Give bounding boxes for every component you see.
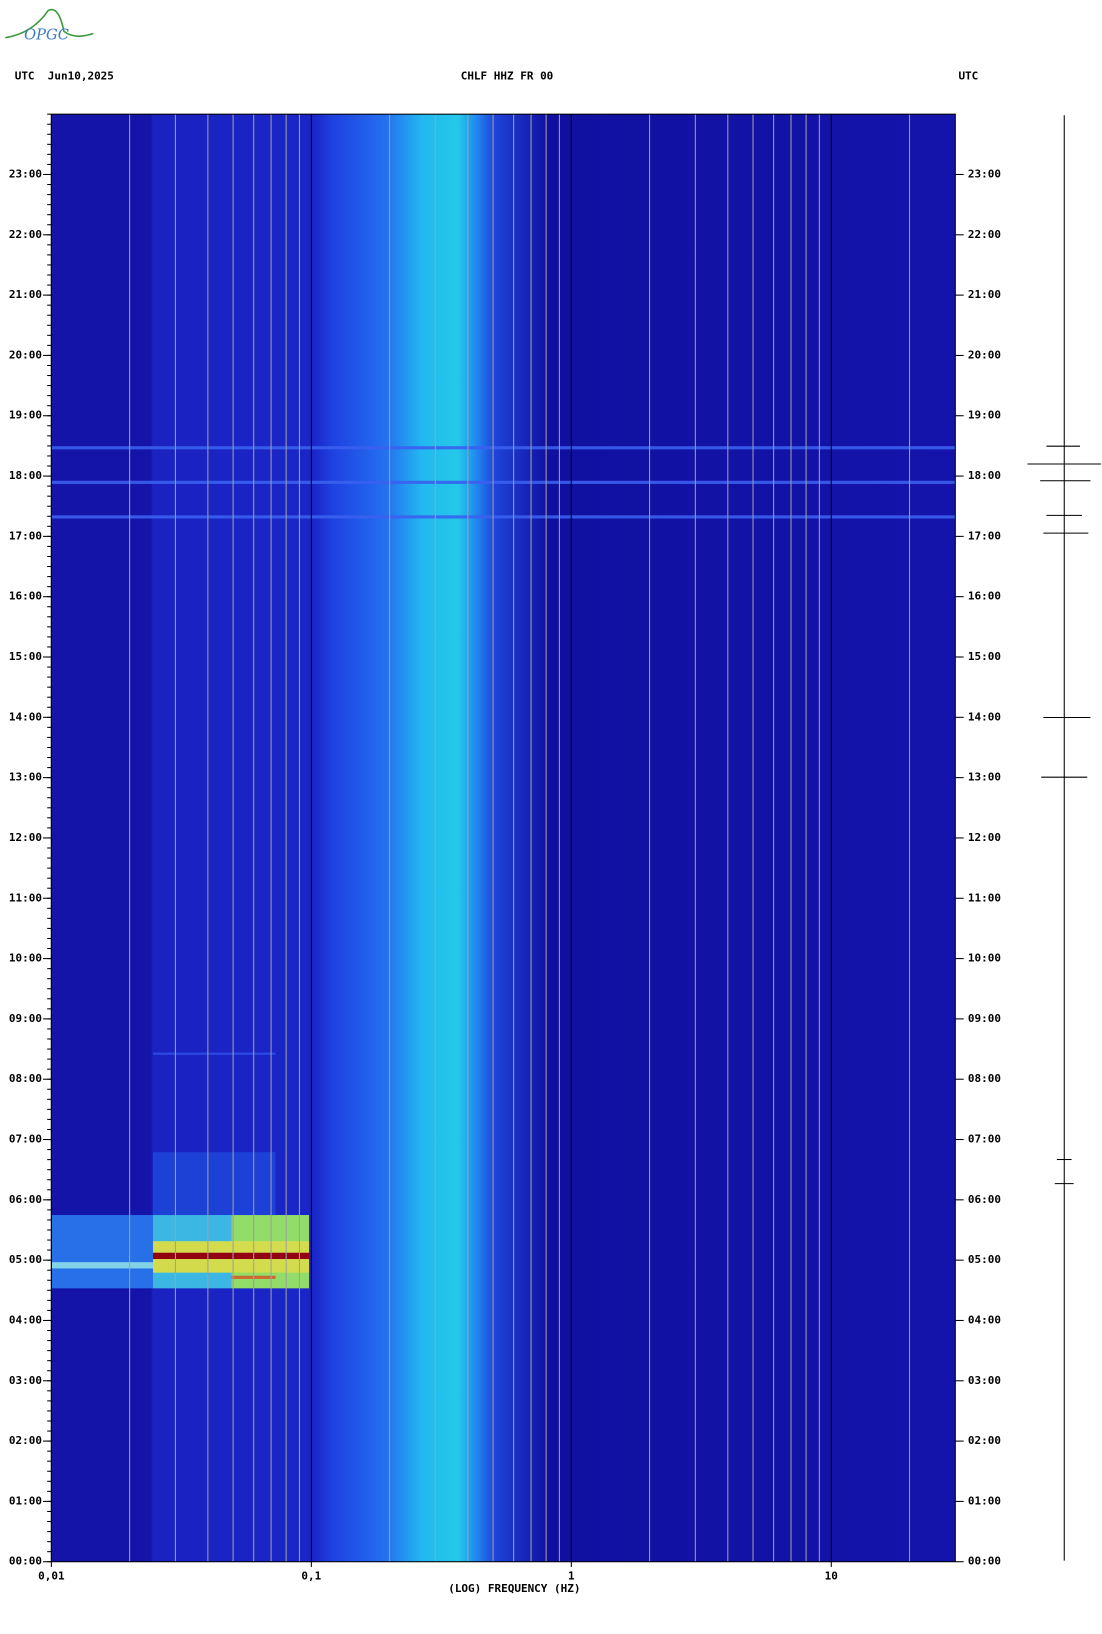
y-tick-label: 07:00	[9, 1133, 42, 1146]
y-tick-label: 19:00	[9, 409, 42, 422]
x-axis-label: (LOG) FREQUENCY (HZ)	[448, 1582, 580, 1595]
spectrogram	[51, 114, 956, 1562]
y-tick-label: 22:00	[9, 228, 42, 241]
y-tick-label-right: 21:00	[968, 288, 1001, 301]
y-tick-label-right: 22:00	[968, 228, 1001, 241]
x-tick-label: 0,1	[301, 1569, 321, 1582]
y-tick-label: 14:00	[9, 710, 42, 723]
y-tick-label-right: 01:00	[968, 1494, 1001, 1507]
y-tick-label-right: 14:00	[968, 710, 1001, 723]
logo: OPGC	[5, 8, 94, 44]
y-tick-label-right: 17:00	[968, 529, 1001, 542]
y-tick-label: 13:00	[9, 771, 42, 784]
y-tick-label-right: 12:00	[968, 831, 1001, 844]
y-tick-label: 10:00	[9, 952, 42, 965]
y-tick-label-right: 16:00	[968, 590, 1001, 603]
y-tick-label: 23:00	[9, 167, 42, 180]
y-tick-label-right: 08:00	[968, 1072, 1001, 1085]
y-tick-label: 11:00	[9, 891, 42, 904]
y-tick-label-right: 10:00	[968, 952, 1001, 965]
y-tick-label-right: 06:00	[968, 1193, 1001, 1206]
y-tick-label-right: 02:00	[968, 1434, 1001, 1447]
y-tick-label: 12:00	[9, 831, 42, 844]
y-tick-label-right: 09:00	[968, 1012, 1001, 1025]
plot-frame	[50, 113, 956, 1563]
y-tick-label-right: 15:00	[968, 650, 1001, 663]
y-tick-label-right: 03:00	[968, 1374, 1001, 1387]
x-tick-label: 10	[825, 1569, 838, 1582]
event-bands	[51, 446, 956, 1289]
y-tick-label: 09:00	[9, 1012, 42, 1025]
y-tick-label-right: 11:00	[968, 891, 1001, 904]
x-tick-label: 1	[568, 1569, 575, 1582]
y-tick-label: 00:00	[9, 1555, 42, 1568]
y-tick-label: 06:00	[9, 1193, 42, 1206]
y-tick-label: 18:00	[9, 469, 42, 482]
y-tick-label: 04:00	[9, 1313, 42, 1326]
y-tick-label: 17:00	[9, 529, 42, 542]
spectrogram-background	[51, 114, 956, 1562]
y-tick-label-right: 19:00	[968, 409, 1001, 422]
y-tick-label-right: 00:00	[968, 1555, 1001, 1568]
y-tick-label: 15:00	[9, 650, 42, 663]
y-tick-label: 03:00	[9, 1374, 42, 1387]
y-tick-label: 01:00	[9, 1494, 42, 1507]
left-header: UTC Jun10,2025	[15, 69, 114, 82]
y-tick-label-right: 04:00	[968, 1313, 1001, 1326]
chart-title: CHLF HHZ FR 00	[461, 69, 554, 82]
y-tick-label-right: 05:00	[968, 1253, 1001, 1266]
y-tick-label-right: 20:00	[968, 348, 1001, 361]
y-tick-label: 05:00	[9, 1253, 42, 1266]
y-tick-label-right: 18:00	[968, 469, 1001, 482]
y-tick-label: 21:00	[9, 288, 42, 301]
logo-text: OPGC	[24, 27, 69, 44]
x-tick-label: 0,01	[38, 1569, 65, 1582]
y-tick-label: 08:00	[9, 1072, 42, 1085]
y-tick-label-right: 13:00	[968, 771, 1001, 784]
y-tick-label: 16:00	[9, 590, 42, 603]
y-tick-label: 20:00	[9, 348, 42, 361]
y-tick-label-right: 07:00	[968, 1133, 1001, 1146]
seismogram	[1027, 115, 1101, 1561]
y-tick-label-right: 23:00	[968, 167, 1001, 180]
y-tick-label: 02:00	[9, 1434, 42, 1447]
right-header: UTC	[958, 69, 978, 82]
